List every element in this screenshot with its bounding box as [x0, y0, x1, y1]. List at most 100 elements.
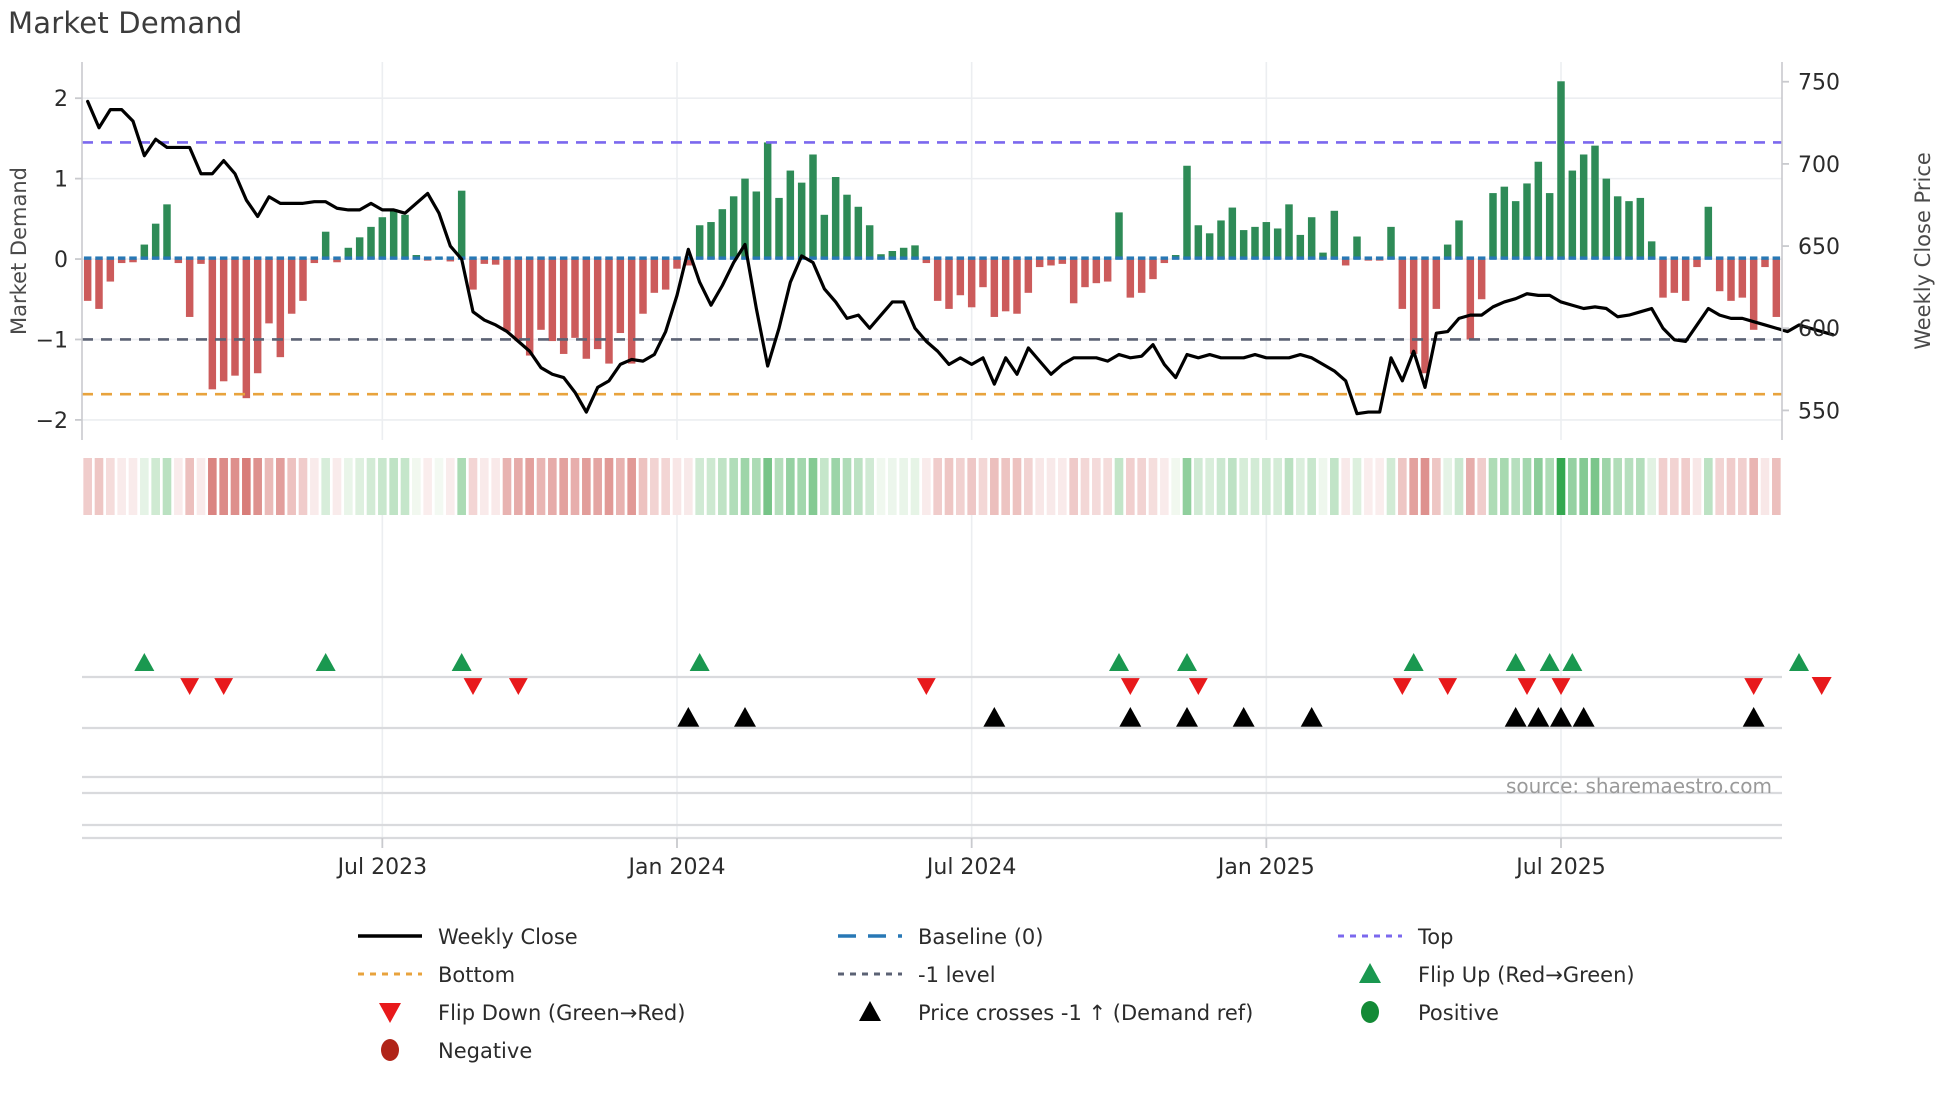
weekly-close-line: [86, 99, 1835, 416]
strip-cell: [797, 458, 806, 515]
demand-bar: [1353, 236, 1361, 260]
x-axis-tick-label: Jul 2024: [925, 855, 1017, 880]
demand-bar: [571, 259, 579, 338]
demand-bar: [1001, 259, 1010, 312]
strip-cell: [310, 458, 319, 515]
baseline-cap: [1693, 256, 1701, 260]
demand-bar: [684, 259, 693, 266]
strip-cell: [1511, 458, 1520, 515]
baseline-cap: [1727, 256, 1735, 260]
baseline-cap: [1681, 256, 1690, 260]
baseline-cap: [831, 256, 840, 260]
baseline-cap: [741, 256, 749, 260]
x-axis-tick-label: Jan 2024: [627, 855, 726, 880]
strip-cell: [1160, 458, 1169, 515]
demand-bar: [1511, 201, 1520, 260]
baseline-cap: [809, 256, 817, 260]
baseline-cap: [1568, 256, 1577, 260]
strip-cell: [1624, 458, 1634, 515]
baseline-cap: [106, 256, 115, 260]
legend-item[interactable]: Price crosses -1 ↑ (Demand ref): [859, 1001, 1253, 1025]
demand-bar: [1421, 259, 1429, 374]
strip-cell: [208, 458, 217, 515]
baseline-cap: [990, 256, 999, 260]
demand-bar: [1092, 259, 1101, 284]
baseline-cap: [1194, 256, 1203, 260]
flip-down-marker: [179, 677, 200, 695]
demand-bar: [888, 251, 897, 260]
flip-down-marker: [1120, 677, 1141, 695]
demand-bar: [457, 190, 466, 260]
baseline-cap: [843, 256, 851, 260]
legend-item[interactable]: Top: [1338, 925, 1453, 949]
baseline-cap: [355, 256, 364, 260]
strip-cell: [1488, 458, 1498, 515]
demand-bar: [1477, 259, 1486, 300]
demand-bar: [990, 259, 999, 317]
strip-cell: [854, 458, 863, 515]
baseline-cap: [219, 256, 228, 260]
legend-item[interactable]: Flip Down (Green→Red): [379, 1001, 685, 1025]
baseline-cap: [1296, 256, 1305, 260]
strip-cell: [808, 458, 818, 515]
legend-item[interactable]: Negative: [381, 1039, 532, 1063]
legend-item[interactable]: Baseline (0): [838, 925, 1043, 949]
strip-cell: [400, 458, 410, 515]
demand-bar: [1659, 259, 1667, 298]
legend-item[interactable]: Weekly Close: [358, 925, 578, 949]
baseline-cap: [1330, 256, 1339, 260]
strip-cell: [559, 458, 568, 515]
flip-up-marker: [689, 653, 710, 671]
legend-item[interactable]: -1 level: [838, 963, 996, 987]
demand-intensity-strip: [83, 458, 1781, 515]
strip-cell: [706, 458, 716, 515]
strip-cell: [1080, 458, 1090, 515]
baseline-cap: [1749, 256, 1758, 260]
legend-item[interactable]: Positive: [1361, 1001, 1499, 1025]
baseline-cap: [1285, 256, 1293, 260]
demand-bar: [1432, 259, 1441, 309]
demand-bar: [707, 222, 715, 260]
flip-up-marker: [1539, 653, 1560, 671]
baseline-cap: [242, 256, 251, 260]
demand-bar: [276, 259, 285, 358]
demand-bar: [1194, 225, 1203, 260]
y-axis-tick-label: 1: [54, 168, 68, 193]
baseline-cap: [559, 256, 568, 260]
strip-cell: [1500, 458, 1509, 515]
demand-bar: [1375, 259, 1384, 261]
legend-item[interactable]: Flip Up (Red→Green): [1359, 963, 1635, 987]
demand-bar: [231, 259, 239, 376]
demand-bar: [299, 259, 307, 301]
baseline-cap: [1137, 256, 1146, 260]
flip-up-marker: [1177, 653, 1197, 671]
baseline-cap: [1183, 256, 1191, 260]
demand-bar: [378, 217, 387, 260]
strip-cell: [1069, 458, 1078, 515]
legend-item[interactable]: Bottom: [358, 963, 515, 987]
strip-cell: [1420, 458, 1430, 515]
demand-bar: [752, 191, 761, 260]
demand-bar: [1330, 210, 1339, 260]
strip-cell: [140, 458, 149, 515]
strip-cell: [1216, 458, 1226, 515]
price-cross-marker: [1504, 707, 1527, 727]
strip-cell: [321, 458, 330, 515]
baseline-cap: [571, 256, 579, 260]
demand-bar: [1704, 206, 1713, 260]
baseline-cap: [1455, 256, 1463, 260]
strip-cell: [298, 458, 308, 515]
baseline-cap: [1557, 256, 1565, 260]
flip-down-marker: [1811, 677, 1832, 695]
baseline-cap: [1613, 256, 1622, 260]
demand-bar: [344, 247, 353, 260]
demand-bar: [843, 194, 851, 260]
strip-cell: [786, 458, 795, 515]
strip-cell: [1250, 458, 1260, 515]
strip-cell: [468, 458, 478, 515]
flip-up-marker: [1109, 653, 1129, 671]
strip-cell: [1726, 458, 1736, 515]
demand-bar: [117, 259, 126, 264]
strip-cell: [1579, 458, 1588, 515]
flip-down-marker: [1551, 677, 1571, 695]
